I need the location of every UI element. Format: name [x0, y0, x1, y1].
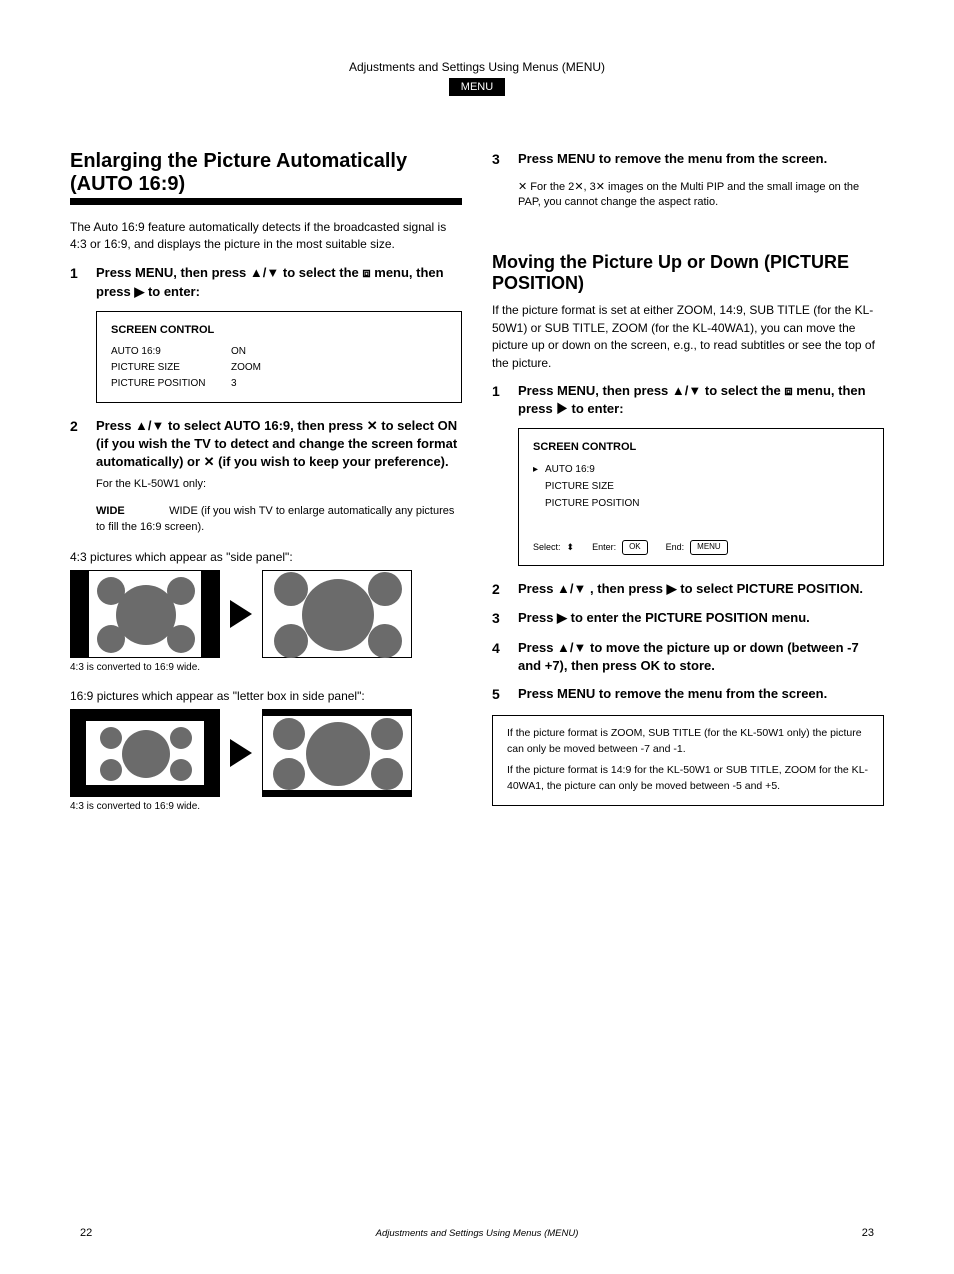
right-icon: ▶	[556, 401, 568, 416]
tv-pillarbox-before	[70, 570, 220, 658]
x-icon: ✕	[574, 181, 583, 193]
menu-footer: Select: ⬍ Enter: OK End: MENU	[533, 540, 869, 555]
step-number: 2	[492, 580, 508, 600]
x-icon: ✕	[596, 181, 605, 193]
ok-pill: OK	[622, 540, 648, 555]
step-body: Press MENU to remove the menu from the s…	[518, 150, 884, 170]
step-3-left-cont: 3 Press MENU to remove the menu from the…	[492, 150, 884, 170]
opt1-label: 4:3 pictures which appear as "side panel…	[70, 550, 462, 564]
right-icon: ▸	[533, 461, 545, 478]
arrow-right-icon	[230, 600, 252, 628]
down-icon: ▼	[574, 640, 587, 655]
step-body: Press MENU, then press ▲/▼ to select the…	[96, 264, 462, 301]
wide-bullet: WIDE WIDE (if you wish TV to enlarge aut…	[96, 503, 462, 536]
diagram-pillarbox	[70, 570, 462, 658]
header-tab: MENU	[449, 78, 505, 96]
x-icon: ✕	[204, 454, 215, 469]
x-icon: ✕	[367, 418, 378, 433]
diagram-windowbox	[70, 709, 462, 797]
step-number: 3	[492, 150, 508, 170]
tv-windowbox-before	[70, 709, 220, 797]
tv-windowbox-after	[262, 709, 412, 797]
up-icon: ▲	[135, 418, 148, 433]
step-3-right: 3 Press ▶ to enter the PICTURE POSITION …	[492, 609, 884, 629]
down-icon: ▼	[574, 581, 587, 596]
opt1-caption: 4:3 is converted to 16:9 wide.	[70, 662, 462, 673]
menu-row: PICTURE POSITION3	[111, 376, 447, 392]
tv-pillarbox-after	[262, 570, 412, 658]
x-icon: ✕	[518, 181, 527, 193]
down-icon: ▼	[266, 265, 279, 280]
info-p1: If the picture format is ZOOM, SUB TITLE…	[507, 726, 869, 758]
step-body: Press ▲/▼ to select AUTO 16:9, then pres…	[96, 417, 462, 493]
step-2-left: 2 Press ▲/▼ to select AUTO 16:9, then pr…	[70, 417, 462, 493]
right-icon: ▶	[134, 284, 144, 299]
section-title-position: Moving the Picture Up or Down (PICTURE P…	[492, 252, 884, 294]
updown-icon: ⬍	[567, 540, 575, 554]
opt2-caption: 4:3 is converted to 16:9 wide.	[70, 801, 462, 812]
osd-menu-box-left: SCREEN CONTROL AUTO 16:9ON PICTURE SIZEZ…	[96, 311, 462, 403]
osd-menu-box-right: SCREEN CONTROL ▸AUTO 16:9 PICTURE SIZE P…	[518, 428, 884, 565]
up-icon: ▲	[557, 581, 570, 596]
info-box: If the picture format is ZOOM, SUB TITLE…	[492, 715, 884, 806]
step-2-right: 2 Press ▲/▼ , then press ▶ to select PIC…	[492, 580, 884, 600]
opt2-label: 16:9 pictures which appear as "letter bo…	[70, 689, 462, 703]
step-4-right: 4 Press ▲/▼ to move the picture up or do…	[492, 639, 884, 675]
down-icon: ▼	[688, 383, 701, 398]
menu-title: SCREEN CONTROL	[533, 439, 869, 457]
menu-row: PICTURE POSITION	[533, 495, 869, 512]
step-number: 1	[70, 264, 86, 301]
right-icon: ▶	[667, 581, 677, 596]
down-icon: ▼	[152, 418, 165, 433]
step-1-left: 1 Press MENU, then press ▲/▼ to select t…	[70, 264, 462, 301]
step-number: 5	[492, 685, 508, 705]
circles-icon	[71, 571, 221, 659]
step-number: 2	[70, 417, 86, 493]
footer-runner: Adjustments and Settings Using Menus (ME…	[0, 1228, 954, 1239]
left-column: Enlarging the Picture Automatically (AUT…	[70, 150, 462, 828]
up-icon: ▲	[557, 640, 570, 655]
info-p2: If the picture format is 14:9 for the KL…	[507, 763, 869, 795]
menu-pill: MENU	[690, 540, 728, 555]
intro-paragraph: The Auto 16:9 feature automatically dete…	[70, 219, 462, 254]
step-number: 4	[492, 639, 508, 675]
right-icon: ▶	[557, 610, 567, 625]
step-body: Press MENU, then press ▲/▼ to select the…	[518, 382, 884, 418]
page-header: Adjustments and Settings Using Menus (ME…	[0, 60, 954, 96]
menu-row: PICTURE SIZEZOOM	[111, 360, 447, 376]
menu-row: AUTO 16:9ON	[111, 344, 447, 360]
circles-icon	[263, 571, 413, 659]
menu-row: ▸AUTO 16:9	[533, 461, 869, 478]
menu-row: PICTURE SIZE	[533, 478, 869, 495]
right-column: 3 Press MENU to remove the menu from the…	[492, 150, 884, 828]
section-title-auto169: Enlarging the Picture Automatically (AUT…	[70, 150, 462, 196]
p2-intro: If the picture format is set at either Z…	[492, 302, 884, 372]
circles-icon	[263, 710, 413, 798]
step-5-right: 5 Press MENU to remove the menu from the…	[492, 685, 884, 705]
note-multipip: ✕ For the 2✕, 3✕ images on the Multi PIP…	[518, 180, 884, 211]
step-number: 3	[492, 609, 508, 629]
arrow-right-icon	[230, 739, 252, 767]
step-1-right: 1 Press MENU, then press ▲/▼ to select t…	[492, 382, 884, 418]
page-number-right: 23	[862, 1227, 874, 1239]
up-icon: ▲	[672, 383, 685, 398]
step-number: 1	[492, 382, 508, 418]
heavy-rule	[70, 198, 462, 205]
circles-icon	[71, 710, 221, 798]
header-line: Adjustments and Settings Using Menus (ME…	[0, 60, 954, 74]
menu-title: SCREEN CONTROL	[111, 322, 447, 340]
up-icon: ▲	[250, 265, 263, 280]
